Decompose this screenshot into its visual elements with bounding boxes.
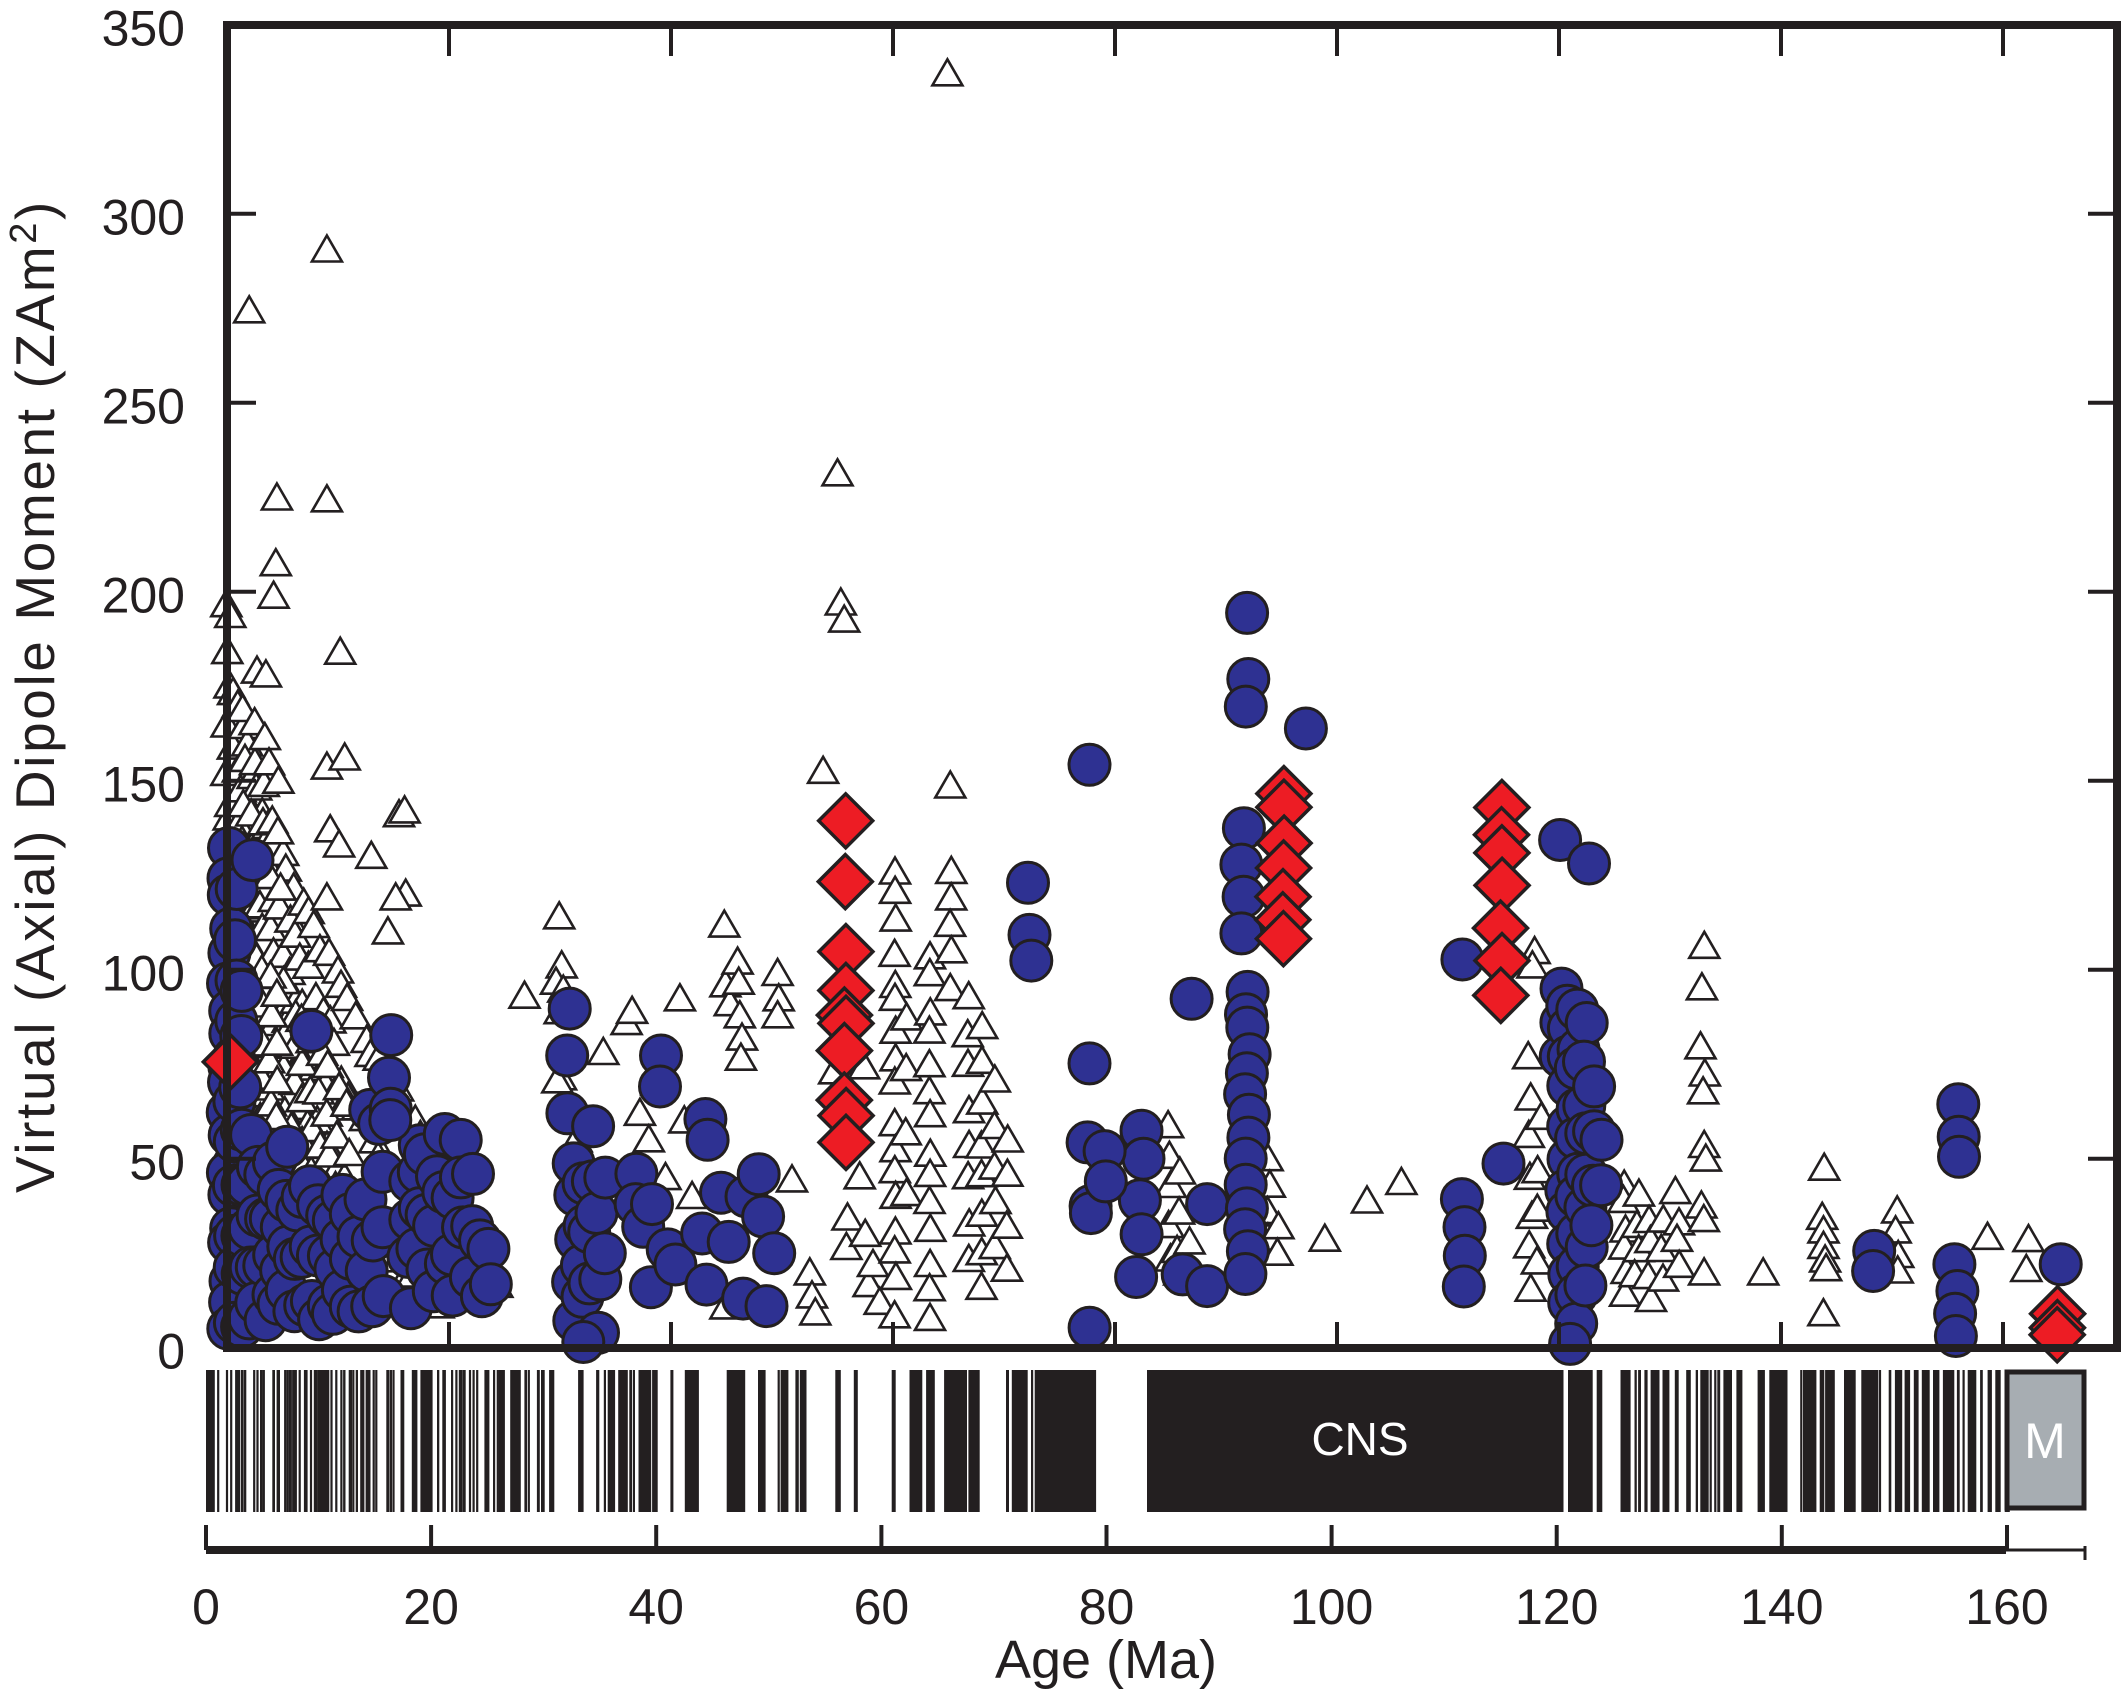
svg-text:Virtual (Axial) Dipole Moment: Virtual (Axial) Dipole Moment (ZAm2) bbox=[3, 199, 66, 1193]
svg-text:350: 350 bbox=[102, 1, 185, 57]
svg-text:20: 20 bbox=[403, 1579, 459, 1635]
svg-text:140: 140 bbox=[1740, 1579, 1823, 1635]
svg-text:160: 160 bbox=[1965, 1579, 2048, 1635]
svg-text:40: 40 bbox=[628, 1579, 684, 1635]
svg-text:0: 0 bbox=[192, 1579, 220, 1635]
svg-text:0: 0 bbox=[157, 1324, 185, 1380]
svg-text:60: 60 bbox=[854, 1579, 910, 1635]
svg-text:100: 100 bbox=[1290, 1579, 1373, 1635]
svg-text:M: M bbox=[2024, 1413, 2066, 1469]
svg-text:CNS: CNS bbox=[1311, 1413, 1408, 1465]
svg-text:100: 100 bbox=[102, 946, 185, 1002]
svg-text:300: 300 bbox=[102, 190, 185, 246]
svg-text:50: 50 bbox=[129, 1135, 185, 1191]
svg-text:Age (Ma): Age (Ma) bbox=[995, 1630, 1217, 1690]
svg-text:150: 150 bbox=[102, 757, 185, 813]
svg-text:120: 120 bbox=[1515, 1579, 1598, 1635]
svg-text:200: 200 bbox=[102, 568, 185, 624]
svg-text:80: 80 bbox=[1079, 1579, 1135, 1635]
svg-text:250: 250 bbox=[102, 379, 185, 435]
